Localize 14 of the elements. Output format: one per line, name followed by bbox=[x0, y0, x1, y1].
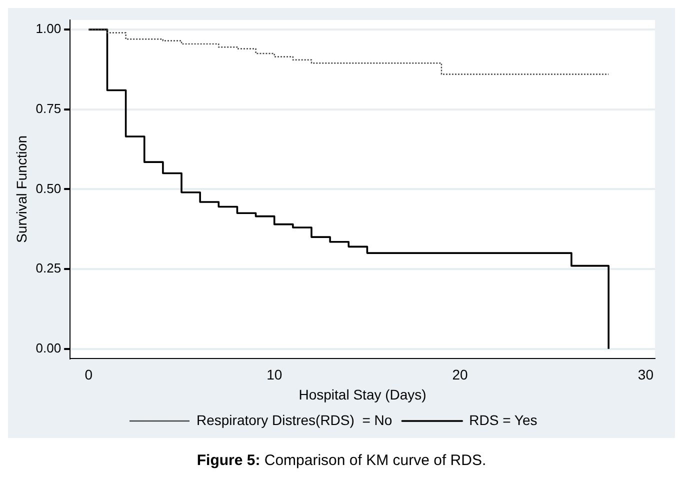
y-tick-label: 0.50 bbox=[36, 180, 62, 196]
x-axis-title: Hospital Stay (Days) bbox=[298, 386, 426, 402]
y-tick-label: 0.75 bbox=[36, 100, 62, 116]
x-tick-label: 0 bbox=[84, 366, 93, 383]
y-tick-label: 0.00 bbox=[36, 340, 62, 356]
y-tick-label: 1.00 bbox=[36, 21, 62, 36]
y-tick-label: 0.25 bbox=[36, 260, 62, 276]
x-tick-label: 30 bbox=[638, 366, 654, 383]
x-tick-label: 20 bbox=[452, 366, 468, 383]
x-tick-label: 10 bbox=[266, 366, 282, 383]
legend-label: RDS = Yes bbox=[469, 412, 538, 428]
y-axis-title: Survival Function bbox=[13, 136, 30, 243]
caption: Figure 5: Comparison of KM curve of RDS. bbox=[196, 452, 486, 469]
legend-label: Respiratory Distres(RDS) = No bbox=[196, 412, 392, 428]
